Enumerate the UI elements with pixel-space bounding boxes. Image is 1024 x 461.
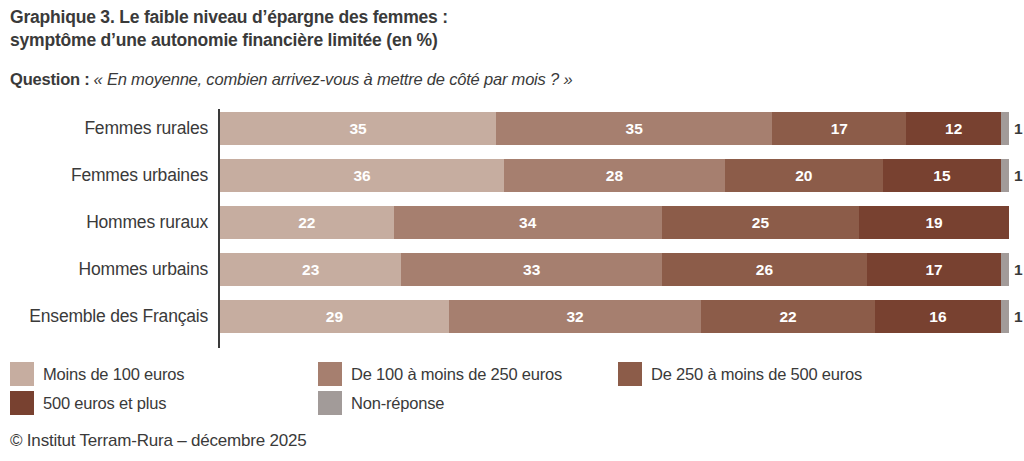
bar-segment: 33 [401, 253, 661, 286]
bar-value-label: 16 [929, 308, 946, 326]
chart-row: Hommes ruraux 22 34 25 19 [0, 206, 1024, 239]
bar-value-label: 33 [523, 261, 540, 279]
nonresponse-value-label: 1 [1014, 261, 1023, 279]
category-label: Ensemble des Français [0, 306, 220, 327]
bar-segment: 36 [220, 159, 504, 192]
category-label: Hommes ruraux [0, 212, 220, 233]
nonresponse-value-label: 1 [1014, 308, 1023, 326]
legend: Moins de 100 euros De 100 à moins de 250 … [10, 362, 1016, 415]
title-line1: Graphique 3. Le faible niveau d’épargne … [10, 6, 448, 29]
title-line1-rest: Le faible niveau d’épargne des femmes : [115, 7, 448, 27]
question-text: « En moyenne, combien arrivez-vous à met… [94, 70, 573, 88]
legend-label: De 250 à moins de 500 euros [651, 365, 862, 384]
legend-item: De 250 à moins de 500 euros [618, 362, 1016, 386]
bar-segment: 12 [906, 112, 1001, 145]
legend-label: De 100 à moins de 250 euros [351, 365, 562, 384]
category-label: Femmes rurales [0, 118, 220, 139]
bar-value-label: 22 [298, 214, 315, 232]
bar-value-label: 34 [519, 214, 536, 232]
bar-segment: 25 [662, 206, 859, 239]
bar-track: 36 28 20 15 [220, 159, 1009, 192]
bar-value-label: 36 [353, 167, 370, 185]
bar-value-label: 17 [831, 120, 848, 138]
bar-value-label: 20 [795, 167, 812, 185]
legend-item: 500 euros et plus [10, 391, 318, 415]
category-label: Femmes urbaines [0, 165, 220, 186]
bar-value-label: 25 [752, 214, 769, 232]
bar-segment [1001, 112, 1009, 145]
title-line2: symptôme d’une autonomie financière limi… [10, 29, 448, 52]
bar-segment: 17 [772, 112, 906, 145]
bar-value-label: 15 [933, 167, 950, 185]
bar-segment: 22 [220, 206, 394, 239]
legend-swatch [318, 391, 342, 415]
legend-label: Non-réponse [351, 394, 444, 413]
bar-segment: 34 [394, 206, 662, 239]
bar-segment: 32 [449, 300, 701, 333]
page: Graphique 3. Le faible niveau d’épargne … [0, 0, 1024, 461]
bar-segment: 16 [875, 300, 1001, 333]
bar-value-label: 26 [756, 261, 773, 279]
bar-value-label: 32 [566, 308, 583, 326]
bar-value-label: 35 [349, 120, 366, 138]
bar-segment [1001, 159, 1009, 192]
bar-segment: 17 [867, 253, 1001, 286]
bar-value-label: 19 [925, 214, 942, 232]
title-prefix: Graphique 3. [10, 7, 115, 27]
legend-item: Moins de 100 euros [10, 362, 318, 386]
bar-segment: 23 [220, 253, 401, 286]
chart-row: Femmes urbaines 36 28 20 15 1 [0, 159, 1024, 192]
legend-label: 500 euros et plus [43, 394, 166, 413]
bar-segment: 15 [883, 159, 1001, 192]
axis-line [218, 109, 220, 348]
legend-item: Non-réponse [318, 391, 618, 415]
legend-label: Moins de 100 euros [43, 365, 184, 384]
bar-segment: 28 [504, 159, 725, 192]
bar-value-label: 17 [925, 261, 942, 279]
category-label: Hommes urbains [0, 259, 220, 280]
bar-track: 35 35 17 12 [220, 112, 1009, 145]
bar-value-label: 22 [779, 308, 796, 326]
chart-row: Femmes rurales 35 35 17 12 1 [0, 112, 1024, 145]
bar-track: 23 33 26 17 [220, 253, 1009, 286]
legend-swatch [618, 362, 642, 386]
bar-segment: 19 [859, 206, 1009, 239]
bar-value-label: 29 [326, 308, 343, 326]
bar-segment [1001, 300, 1009, 333]
chart: Femmes rurales353517121Femmes urbaines36… [0, 112, 1024, 347]
chart-row: Ensemble des Français 29 32 22 16 1 [0, 300, 1024, 333]
bar-value-label: 12 [945, 120, 962, 138]
bar-value-label: 23 [302, 261, 319, 279]
legend-swatch [318, 362, 342, 386]
source-footer: © Institut Terram-Rura – décembre 2025 [10, 431, 307, 451]
bar-segment: 35 [220, 112, 496, 145]
legend-swatch [10, 391, 34, 415]
bar-value-label: 28 [606, 167, 623, 185]
chart-row: Hommes urbains 23 33 26 17 1 [0, 253, 1024, 286]
bar-track: 29 32 22 16 [220, 300, 1009, 333]
legend-swatch [10, 362, 34, 386]
bar-track: 22 34 25 19 [220, 206, 1009, 239]
bar-segment: 20 [725, 159, 883, 192]
question-label: Question : [10, 70, 90, 88]
nonresponse-value-label: 1 [1014, 167, 1023, 185]
bar-segment [1001, 253, 1009, 286]
bar-segment: 35 [496, 112, 772, 145]
legend-item: De 100 à moins de 250 euros [318, 362, 618, 386]
bar-segment: 26 [662, 253, 867, 286]
nonresponse-value-label: 1 [1014, 120, 1023, 138]
chart-title: Graphique 3. Le faible niveau d’épargne … [10, 6, 448, 53]
bar-segment: 29 [220, 300, 449, 333]
bar-value-label: 35 [626, 120, 643, 138]
chart-rows: Femmes rurales353517121Femmes urbaines36… [0, 112, 1024, 333]
bar-segment: 22 [701, 300, 875, 333]
question: Question :« En moyenne, combien arrivez-… [10, 70, 572, 89]
